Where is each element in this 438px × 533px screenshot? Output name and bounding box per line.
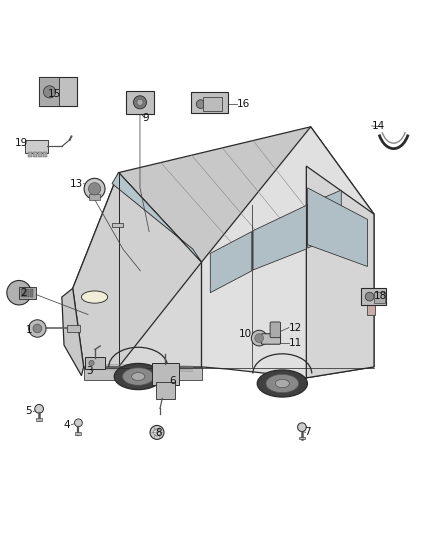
Text: 16: 16 [237,99,250,109]
Polygon shape [307,188,367,266]
FancyBboxPatch shape [25,289,29,297]
Polygon shape [306,166,374,378]
FancyBboxPatch shape [28,152,32,157]
Circle shape [33,324,42,333]
Polygon shape [307,190,341,248]
Ellipse shape [276,379,289,387]
Ellipse shape [81,291,108,303]
Polygon shape [253,205,306,270]
Circle shape [43,86,56,98]
Text: 8: 8 [155,429,162,438]
Text: 19: 19 [14,139,28,148]
FancyBboxPatch shape [67,326,80,332]
FancyBboxPatch shape [270,322,281,338]
FancyBboxPatch shape [36,418,42,421]
Text: 9: 9 [143,113,149,123]
Text: 4: 4 [64,419,71,430]
Polygon shape [112,173,201,262]
FancyBboxPatch shape [19,287,36,299]
FancyBboxPatch shape [39,77,77,106]
Circle shape [365,292,374,301]
FancyBboxPatch shape [152,362,179,385]
Polygon shape [112,223,123,227]
Ellipse shape [114,364,162,390]
Text: 13: 13 [70,179,83,189]
Text: 11: 11 [289,338,302,348]
Text: 1: 1 [25,325,32,335]
Ellipse shape [266,374,299,393]
Circle shape [255,334,264,343]
Circle shape [74,419,82,427]
Circle shape [134,96,147,109]
Text: 2: 2 [20,288,27,298]
Circle shape [7,280,31,305]
FancyBboxPatch shape [25,140,48,153]
Circle shape [88,183,101,195]
FancyBboxPatch shape [29,289,33,297]
FancyBboxPatch shape [374,292,385,303]
Circle shape [35,405,43,413]
Circle shape [137,99,143,106]
Text: 10: 10 [239,329,252,339]
Text: ★: ★ [140,368,145,373]
Circle shape [150,425,164,439]
Polygon shape [73,173,201,367]
Text: 15: 15 [48,89,61,99]
Text: 14: 14 [372,121,385,131]
Text: 5: 5 [25,407,32,416]
FancyBboxPatch shape [361,288,386,305]
FancyBboxPatch shape [126,91,154,114]
FancyBboxPatch shape [85,357,105,369]
Polygon shape [119,127,374,262]
FancyBboxPatch shape [367,289,375,316]
FancyBboxPatch shape [261,334,281,344]
Polygon shape [201,127,374,378]
Polygon shape [73,173,201,367]
FancyBboxPatch shape [299,437,305,439]
FancyBboxPatch shape [191,92,228,113]
Text: 3: 3 [86,366,92,376]
FancyBboxPatch shape [43,152,47,157]
Circle shape [196,100,205,108]
FancyBboxPatch shape [75,432,81,435]
Circle shape [84,179,105,199]
FancyBboxPatch shape [33,152,37,157]
Text: 6: 6 [169,376,175,386]
Text: 12: 12 [289,322,302,333]
FancyBboxPatch shape [156,382,175,399]
Circle shape [297,423,306,432]
FancyBboxPatch shape [39,77,59,106]
Ellipse shape [257,370,307,397]
FancyBboxPatch shape [203,97,223,111]
Ellipse shape [123,368,154,385]
Circle shape [28,320,46,337]
Polygon shape [84,367,201,380]
FancyBboxPatch shape [38,152,42,157]
FancyBboxPatch shape [89,195,100,200]
Polygon shape [62,288,84,376]
Polygon shape [210,231,252,293]
FancyBboxPatch shape [21,289,25,297]
Text: 7: 7 [304,427,311,438]
Ellipse shape [132,373,145,381]
Circle shape [251,330,267,346]
Text: 18: 18 [374,291,387,301]
Circle shape [89,360,94,366]
Circle shape [153,429,160,436]
